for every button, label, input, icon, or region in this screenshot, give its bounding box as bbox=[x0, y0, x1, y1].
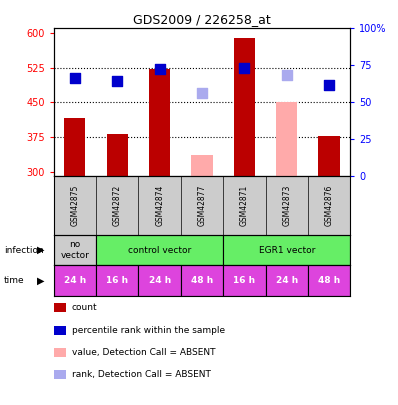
Point bbox=[326, 82, 332, 88]
Bar bbox=[107, 134, 128, 176]
Text: control vector: control vector bbox=[128, 245, 191, 255]
Bar bbox=[234, 38, 255, 176]
Point bbox=[114, 77, 121, 84]
Point bbox=[199, 90, 205, 96]
Text: no
vector: no vector bbox=[60, 241, 89, 260]
Text: GSM42873: GSM42873 bbox=[282, 185, 291, 226]
Bar bbox=[181, 265, 223, 296]
Text: ▶: ▶ bbox=[37, 275, 44, 286]
Text: 16 h: 16 h bbox=[106, 276, 128, 285]
Bar bbox=[139, 265, 181, 296]
Bar bbox=[318, 136, 339, 176]
Bar bbox=[223, 235, 350, 265]
Bar bbox=[96, 235, 223, 265]
Text: ▶: ▶ bbox=[37, 245, 44, 255]
Text: GSM42876: GSM42876 bbox=[324, 185, 334, 226]
Bar bbox=[64, 118, 86, 176]
Text: value, Detection Call = ABSENT: value, Detection Call = ABSENT bbox=[72, 348, 215, 357]
Bar bbox=[54, 235, 96, 265]
Text: 16 h: 16 h bbox=[233, 276, 256, 285]
Text: 24 h: 24 h bbox=[64, 276, 86, 285]
Text: EGR1 vector: EGR1 vector bbox=[259, 245, 315, 255]
Text: GSM42877: GSM42877 bbox=[197, 185, 207, 226]
Bar bbox=[191, 156, 213, 176]
Point bbox=[156, 66, 163, 73]
Text: rank, Detection Call = ABSENT: rank, Detection Call = ABSENT bbox=[72, 370, 211, 379]
Bar bbox=[223, 265, 265, 296]
Bar bbox=[54, 265, 96, 296]
Point bbox=[283, 71, 290, 78]
Bar bbox=[265, 265, 308, 296]
Bar bbox=[96, 265, 139, 296]
Text: time: time bbox=[4, 276, 25, 285]
Point bbox=[241, 65, 248, 71]
Text: count: count bbox=[72, 303, 97, 312]
Text: 24 h: 24 h bbox=[148, 276, 171, 285]
Point bbox=[72, 75, 78, 81]
Title: GDS2009 / 226258_at: GDS2009 / 226258_at bbox=[133, 13, 271, 26]
Text: infection: infection bbox=[4, 245, 44, 255]
Text: GSM42871: GSM42871 bbox=[240, 185, 249, 226]
Text: GSM42875: GSM42875 bbox=[70, 185, 80, 226]
Text: 48 h: 48 h bbox=[191, 276, 213, 285]
Text: 24 h: 24 h bbox=[275, 276, 298, 285]
Text: 48 h: 48 h bbox=[318, 276, 340, 285]
Bar bbox=[308, 265, 350, 296]
Text: GSM42874: GSM42874 bbox=[155, 185, 164, 226]
Text: percentile rank within the sample: percentile rank within the sample bbox=[72, 326, 225, 335]
Bar bbox=[276, 102, 297, 176]
Bar bbox=[149, 69, 170, 176]
Text: GSM42872: GSM42872 bbox=[113, 185, 122, 226]
